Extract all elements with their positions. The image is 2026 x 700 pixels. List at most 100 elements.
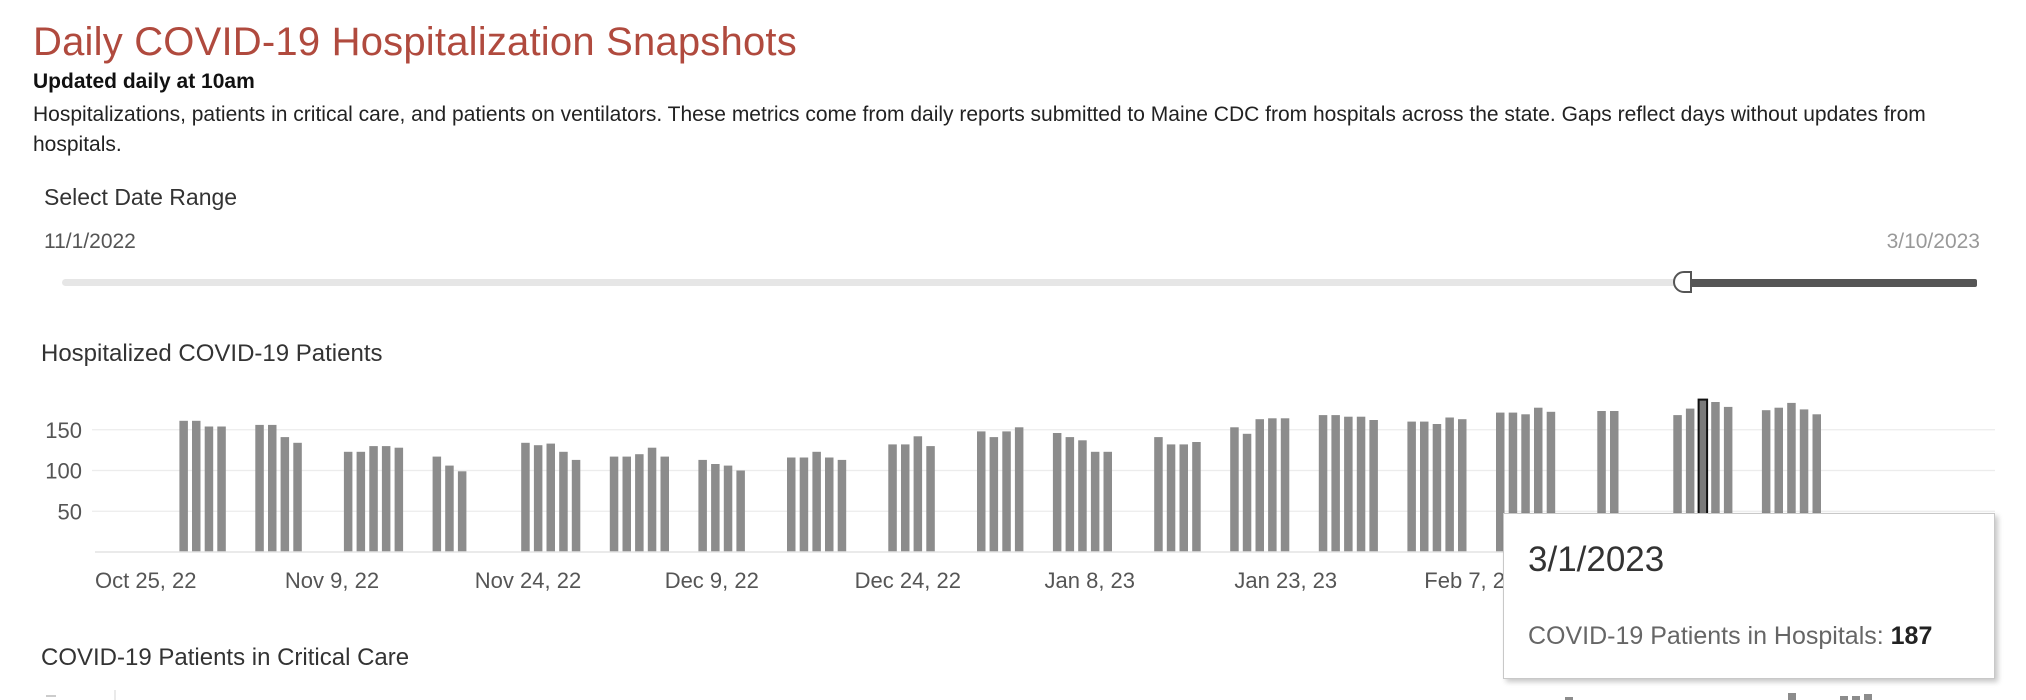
bar-series[interactable] xyxy=(179,398,1822,553)
bar[interactable] xyxy=(1508,412,1518,552)
bar[interactable] xyxy=(1673,415,1682,552)
bar[interactable] xyxy=(1052,433,1062,552)
bar[interactable] xyxy=(888,444,897,552)
x-tick-label: Dec 24, 22 xyxy=(855,568,961,593)
bar[interactable] xyxy=(268,424,277,552)
bar[interactable] xyxy=(1331,415,1340,552)
bar[interactable] xyxy=(293,442,302,552)
date-range-slider-selection[interactable] xyxy=(1690,279,1977,287)
bar[interactable] xyxy=(1268,418,1277,552)
bar[interactable] xyxy=(926,446,935,552)
bar[interactable] xyxy=(989,437,999,552)
bar[interactable] xyxy=(1458,419,1467,552)
hospitalized-chart-title: Hospitalized COVID-19 Patients xyxy=(41,340,383,367)
bar[interactable] xyxy=(1496,412,1505,552)
bar[interactable] xyxy=(1318,415,1328,552)
bar[interactable] xyxy=(1534,407,1543,552)
bar[interactable] xyxy=(1014,427,1024,552)
bar[interactable] xyxy=(698,459,707,552)
tooltip-metric: COVID-19 Patients in Hospitals: 187 xyxy=(1528,622,1932,651)
tooltip-metric-label: COVID-19 Patients in Hospitals: xyxy=(1528,622,1891,650)
date-range-end: 3/10/2023 xyxy=(1886,230,1980,253)
x-tick-label: Oct 25, 22 xyxy=(95,568,197,593)
bar[interactable] xyxy=(1521,414,1530,552)
bar[interactable] xyxy=(812,451,821,552)
bar[interactable] xyxy=(1799,409,1809,552)
bar[interactable] xyxy=(1445,417,1454,553)
bar[interactable] xyxy=(1610,411,1619,552)
bar-tooltip: 3/1/2023 COVID-19 Patients in Hospitals:… xyxy=(1503,513,1995,679)
bar[interactable] xyxy=(1711,402,1720,552)
bar[interactable] xyxy=(1420,421,1429,552)
bar[interactable] xyxy=(1685,408,1695,552)
bar[interactable] xyxy=(1166,444,1176,552)
bar[interactable] xyxy=(457,471,467,552)
bar[interactable] xyxy=(381,446,391,552)
bar[interactable] xyxy=(533,445,543,552)
bar[interactable] xyxy=(825,457,834,553)
bar[interactable] xyxy=(1369,420,1378,552)
bar[interactable] xyxy=(521,442,530,552)
x-tick-label: Dec 9, 22 xyxy=(665,568,759,593)
bar[interactable] xyxy=(901,444,910,552)
bar[interactable] xyxy=(609,456,619,552)
bar[interactable] xyxy=(445,465,454,552)
bar[interactable] xyxy=(571,459,581,552)
bar[interactable] xyxy=(356,451,366,552)
date-range-filter-label: Select Date Range xyxy=(44,184,238,210)
bar[interactable] xyxy=(369,446,378,552)
x-tick-label: Feb 7, 23 xyxy=(1424,568,1517,593)
bar[interactable] xyxy=(1179,444,1189,552)
bar[interactable] xyxy=(559,451,568,552)
bar[interactable] xyxy=(1078,440,1087,552)
bar[interactable] xyxy=(647,447,657,552)
y-tick-label: 100 xyxy=(45,459,82,484)
bar[interactable] xyxy=(1761,410,1771,552)
bar[interactable] xyxy=(394,447,404,552)
bar[interactable] xyxy=(1002,431,1011,552)
bar[interactable] xyxy=(1407,421,1416,552)
bar[interactable] xyxy=(1812,414,1822,552)
bar[interactable] xyxy=(977,431,986,552)
bar[interactable] xyxy=(179,420,188,552)
bar[interactable] xyxy=(255,424,264,552)
bar[interactable] xyxy=(837,459,847,552)
bar[interactable] xyxy=(736,470,745,553)
bar[interactable] xyxy=(343,451,353,552)
bar[interactable] xyxy=(1356,416,1366,552)
bar[interactable] xyxy=(280,437,290,552)
date-range-slider-track[interactable] xyxy=(62,279,1977,286)
bar[interactable] xyxy=(635,454,644,552)
bar[interactable] xyxy=(192,420,201,552)
bar[interactable] xyxy=(1280,418,1290,552)
update-note: Updated daily at 10am xyxy=(33,70,255,93)
bar[interactable] xyxy=(913,436,923,552)
bar[interactable] xyxy=(1090,451,1100,552)
bar[interactable] xyxy=(1255,419,1265,552)
bar[interactable] xyxy=(1103,451,1113,552)
bar[interactable] xyxy=(1787,402,1796,552)
bar[interactable] xyxy=(1432,424,1442,552)
bar[interactable] xyxy=(1065,437,1075,552)
bar[interactable] xyxy=(660,456,670,552)
bar[interactable] xyxy=(711,464,720,552)
bar[interactable] xyxy=(217,426,226,553)
bar[interactable] xyxy=(1597,411,1606,552)
bar[interactable] xyxy=(723,465,733,552)
bar[interactable] xyxy=(787,457,796,553)
bar[interactable] xyxy=(204,426,214,553)
bar[interactable] xyxy=(1230,427,1239,552)
bar[interactable] xyxy=(1723,406,1733,552)
bar[interactable] xyxy=(546,443,556,552)
bar[interactable] xyxy=(1774,407,1784,552)
date-range-slider-handle[interactable] xyxy=(1673,271,1692,293)
bar[interactable] xyxy=(1242,433,1252,552)
bar[interactable] xyxy=(1546,411,1556,552)
bar[interactable] xyxy=(1344,416,1353,552)
bar[interactable] xyxy=(1192,442,1201,552)
bar[interactable] xyxy=(799,457,809,553)
bar[interactable] xyxy=(432,456,442,552)
bar[interactable] xyxy=(622,456,632,552)
bar[interactable] xyxy=(1154,437,1163,552)
hospitalized-bar-chart[interactable]: 50 100 150 Oct 25, 22 Nov 9, 22 Nov 24, 22 De… xyxy=(0,380,2026,610)
